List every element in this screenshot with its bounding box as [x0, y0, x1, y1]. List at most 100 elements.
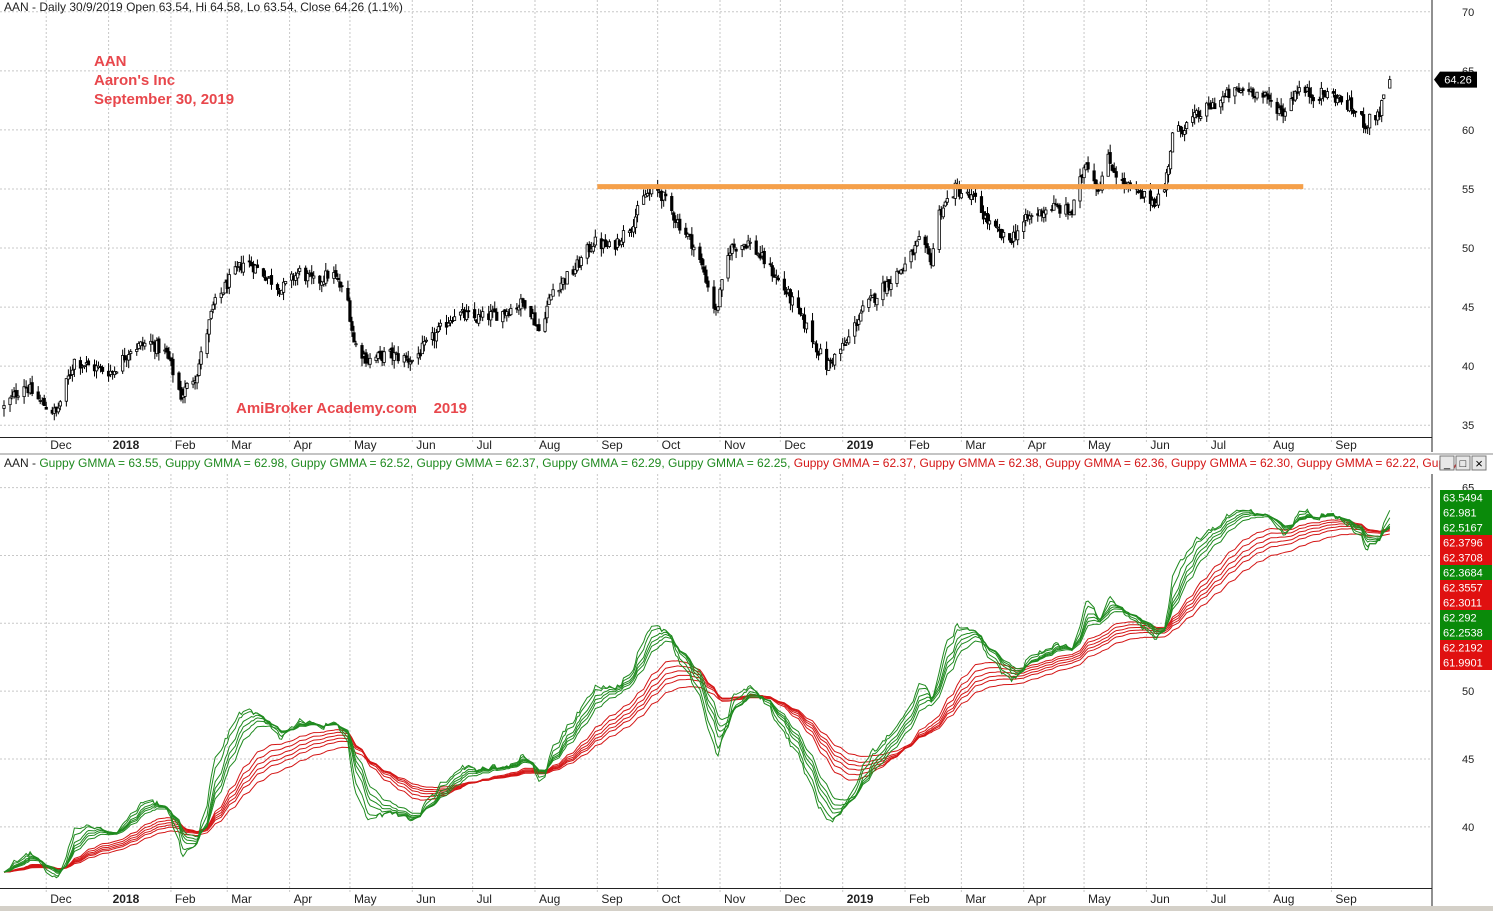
candle-body — [247, 260, 251, 263]
x-tick-label: Mar — [965, 892, 986, 906]
price-candle — [746, 234, 750, 249]
price-candle — [326, 269, 330, 282]
price-candle — [70, 364, 74, 382]
restore-icon: □ — [1460, 458, 1467, 470]
candle-body — [1100, 175, 1104, 191]
gmma-value-badge-bg — [1440, 655, 1492, 670]
price-candle — [702, 259, 706, 276]
candle-body — [829, 359, 833, 362]
candle-body — [802, 314, 807, 329]
candle-body — [1022, 221, 1026, 232]
x-tick-label: Jul — [477, 438, 492, 452]
price-candle — [36, 386, 40, 400]
gmma-value-badge-bg — [1440, 535, 1492, 550]
candle-body — [646, 193, 650, 197]
candle-body — [915, 240, 919, 247]
candle-body — [1267, 94, 1271, 100]
candle-body — [1255, 91, 1259, 99]
candle-body — [143, 342, 147, 347]
candle-body — [1156, 193, 1161, 206]
candle-body — [115, 371, 119, 374]
gmma-value-badge-bg — [1440, 550, 1492, 565]
candle-body — [509, 308, 513, 316]
candle-body — [790, 296, 795, 306]
candle-body — [22, 386, 26, 398]
gmma-x-axis: Dec 2018 Feb Mar Apr May Jun Jul Aug Sep Oct Nov Dec… — [0, 888, 1432, 906]
gmma-value-badge-text: 62.3557 — [1443, 583, 1483, 595]
horizontal-scrollbar[interactable] — [0, 906, 1493, 911]
candle-body — [923, 236, 927, 246]
x-tick-label: May — [354, 438, 377, 452]
gmma-short-series — [3, 508, 1391, 879]
minimize-button[interactable] — [1439, 455, 1455, 471]
price-candle — [770, 261, 774, 282]
candle-body — [670, 196, 674, 212]
candle-body — [730, 244, 734, 254]
price-candle — [338, 273, 342, 292]
price-candle — [812, 341, 817, 345]
candle-body — [899, 269, 903, 274]
price-candle — [804, 322, 809, 334]
candle-body — [995, 226, 1000, 229]
candle-body — [129, 351, 133, 354]
price-candle — [382, 347, 386, 366]
price-candle — [1199, 109, 1203, 122]
candle-body — [843, 344, 847, 346]
price-candle — [94, 360, 99, 379]
price-candle — [1380, 99, 1384, 123]
candle-body — [1108, 152, 1112, 164]
price-candle — [450, 316, 455, 324]
candle-body — [985, 213, 990, 224]
price-candles — [2, 75, 1392, 421]
candle-body — [209, 310, 213, 319]
price-y-axis: 3540455055606570 — [1431, 0, 1474, 452]
candle-body — [127, 354, 131, 361]
candle-body — [1321, 90, 1325, 95]
price-candle — [269, 268, 274, 290]
candle-body — [24, 386, 28, 389]
price-candle — [1114, 166, 1118, 185]
price-candle — [1269, 92, 1273, 108]
candle-body — [1193, 112, 1197, 119]
price-candle — [1106, 149, 1110, 177]
x-tick-label: Jun — [1150, 438, 1169, 452]
candle-body — [1349, 97, 1354, 110]
price-candle — [434, 329, 439, 349]
price-candle — [127, 349, 131, 369]
price-candle — [726, 247, 730, 282]
candle-body — [1279, 105, 1283, 111]
candle-body — [818, 348, 823, 355]
price-candle — [825, 341, 829, 376]
price-candle — [861, 300, 865, 314]
candle-body — [812, 341, 817, 345]
price-candle — [1168, 150, 1173, 174]
price-candle — [253, 263, 258, 274]
price-candle — [712, 280, 716, 314]
price-candle — [247, 254, 251, 268]
x-tick-label: Jul — [1211, 892, 1226, 906]
candle-body — [477, 314, 481, 324]
close-button[interactable] — [1471, 455, 1487, 471]
price-candle — [1277, 103, 1281, 116]
price-candle — [336, 273, 340, 282]
candle-body — [1028, 215, 1032, 220]
price-candle — [263, 270, 268, 282]
candle-body — [1052, 202, 1056, 211]
price-candle — [177, 371, 181, 391]
candle-body — [281, 281, 286, 293]
candle-body — [42, 397, 46, 406]
price-candle — [549, 294, 553, 301]
candle-body — [1030, 215, 1034, 218]
candle-body — [959, 193, 963, 199]
restore-button[interactable] — [1455, 455, 1471, 471]
price-candle — [209, 309, 213, 320]
gmma-title-segment: Guppy GMMA = 63.55, — [39, 456, 165, 470]
candle-body — [1066, 203, 1070, 214]
price-candle — [157, 336, 161, 361]
candle-body — [167, 351, 171, 360]
candle-body — [360, 345, 364, 359]
candle-body — [1307, 87, 1311, 97]
price-candle — [1325, 87, 1330, 100]
candle-body — [917, 236, 921, 240]
price-candle — [1321, 90, 1325, 102]
